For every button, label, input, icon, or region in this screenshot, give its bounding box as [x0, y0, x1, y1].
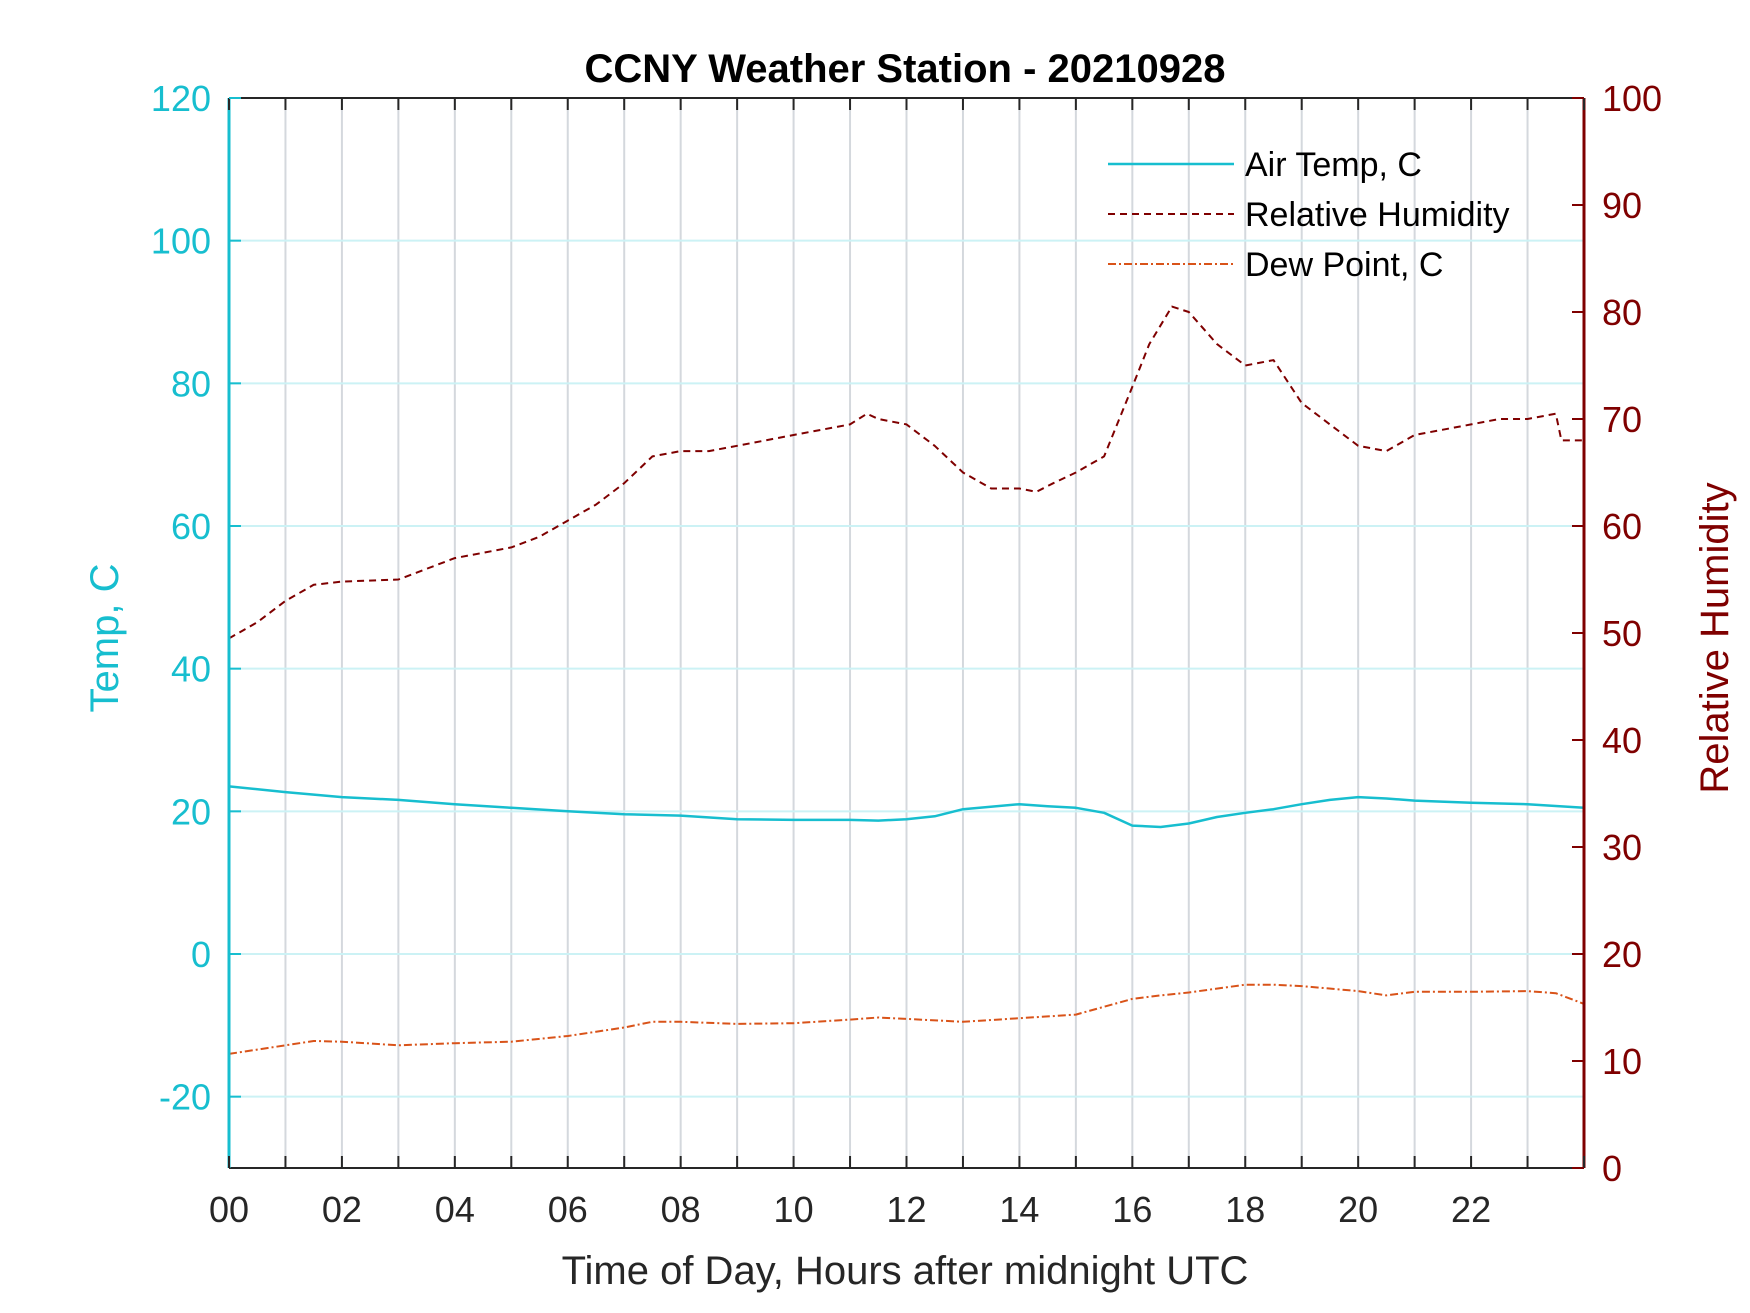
x-tick-label: 02 — [322, 1189, 362, 1230]
y-left-tick-label: -20 — [159, 1077, 211, 1118]
y-left-tick-label: 80 — [171, 363, 211, 404]
x-tick-label: 04 — [435, 1189, 475, 1230]
y-right-tick-label: 10 — [1602, 1041, 1642, 1082]
x-tick-label: 22 — [1451, 1189, 1491, 1230]
x-tick-label: 10 — [774, 1189, 814, 1230]
series-line-relative-humidity — [228, 305, 1584, 640]
y-axis-label-left: Temp, C — [83, 564, 127, 713]
y-left-tick-label: 60 — [171, 506, 211, 547]
y-axis-label-right: Relative Humidity — [1693, 482, 1737, 793]
chart-title: CCNY Weather Station - 20210928 — [585, 47, 1226, 91]
x-axis-label: Time of Day, Hours after midnight UTC — [562, 1249, 1249, 1293]
y-right-tick-label: 50 — [1602, 613, 1642, 654]
y-left-tick-label: 20 — [171, 791, 211, 832]
x-tick-label: 12 — [886, 1189, 926, 1230]
x-tick-label: 00 — [209, 1189, 249, 1230]
legend-label-air-temp: Air Temp, C — [1245, 146, 1422, 184]
y-right-tick-label: 100 — [1602, 78, 1662, 119]
legend-label-dew-point: Dew Point, C — [1245, 246, 1443, 284]
y-right-tick-label: 60 — [1602, 506, 1642, 547]
x-tick-label: 14 — [999, 1189, 1039, 1230]
x-tick-label: 08 — [661, 1189, 701, 1230]
legend: Air Temp, C Relative Humidity Dew Point,… — [1108, 146, 1510, 284]
x-tick-label: 16 — [1112, 1189, 1152, 1230]
x-tick-label: 18 — [1225, 1189, 1265, 1230]
y-right-tick-label: 40 — [1602, 720, 1642, 761]
y-right-tick-label: 70 — [1602, 399, 1642, 440]
y-left-tick-label: 40 — [171, 649, 211, 690]
legend-label-relative-humidity: Relative Humidity — [1245, 196, 1510, 234]
y-right-tick-label: 80 — [1602, 292, 1642, 333]
y-right-tick-label: 0 — [1602, 1148, 1622, 1189]
y-left-tick-label: 0 — [191, 934, 211, 975]
y-right-tick-label: 90 — [1602, 185, 1642, 226]
x-tick-label: 20 — [1338, 1189, 1378, 1230]
axes — [227, 97, 1586, 1169]
y-right-tick-label: 20 — [1602, 934, 1642, 975]
y-right-tick-label: 30 — [1602, 827, 1642, 868]
x-tick-label: 06 — [548, 1189, 588, 1230]
series-line-dew-point — [228, 983, 1585, 1055]
y-left-tick-label: 100 — [151, 221, 211, 262]
y-left-tick-label: 120 — [151, 78, 211, 119]
grid-lines — [229, 98, 1584, 1168]
series-lines — [228, 305, 1585, 1055]
tick-labels: 00 02 04 06 08 10 12 14 16 18 20 22-200204060801001… — [151, 78, 1662, 1230]
series-line-air-temp — [228, 785, 1585, 829]
